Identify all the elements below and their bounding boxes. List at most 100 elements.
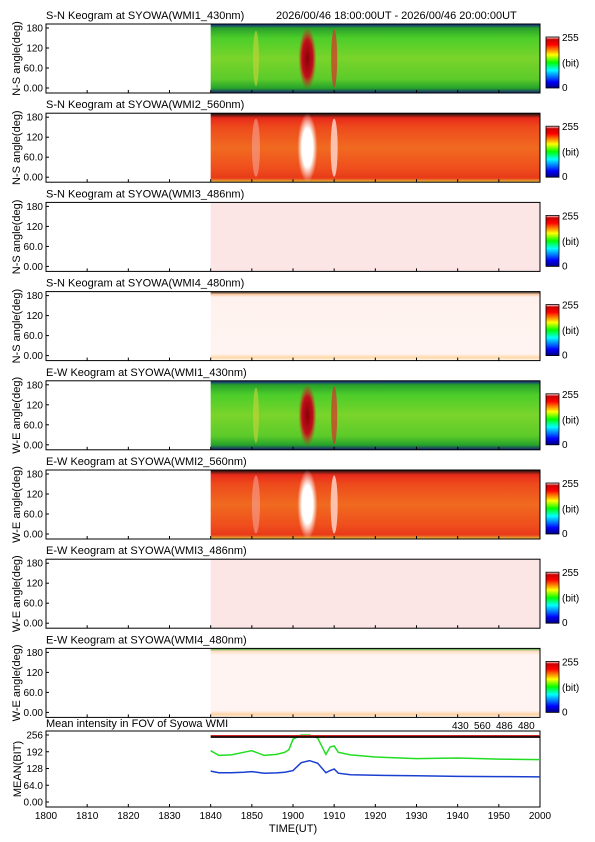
mean-y-tick-label: 192 (26, 747, 43, 758)
mean-x-tick-label: 1810 (76, 811, 99, 822)
aurora-band (252, 30, 259, 87)
y-tick-label: 60.0 (24, 420, 44, 431)
y-tick-label: 60.0 (24, 599, 44, 610)
y-axis-label: N-S angle(deg) (11, 200, 23, 275)
mean-x-tick-label: 1850 (241, 811, 264, 822)
keogram-panel: S-N Keogram at SYOWA(WMI2_560nm)180 120 60… (11, 99, 579, 185)
colorbar-min-label: 0 (562, 83, 568, 94)
y-axis-label: W-E angle(deg) (11, 644, 23, 721)
mean-x-tick-label: 1910 (323, 811, 346, 822)
colorbar (545, 482, 560, 535)
keogram-panel: E-W Keogram at SYOWA(WMI2_560nm)180 120 60… (11, 456, 579, 543)
aurora-band (331, 29, 338, 88)
mean-x-tick-label: 1830 (158, 811, 181, 822)
colorbar-min-label: 0 (562, 351, 568, 362)
keogram-image (210, 113, 540, 183)
keogram-panels: S-N Keogram at SYOWA(WMI1_430nm)18012060… (11, 10, 579, 721)
mean-y-axis-label: MEAN(BIT) (12, 741, 24, 797)
y-tick-label: 0.00 (24, 440, 44, 451)
mean-x-axis: 1800 1810 1820 1830 1840 1850 1900 1910 1920 1930… (35, 804, 552, 822)
colorbar-unit-label: (bit) (562, 326, 579, 337)
legend-entry-486: 486 (496, 721, 513, 732)
aurora-band (298, 27, 317, 90)
panel-title: S-N Keogram at SYOWA(WMI1_430nm) (46, 10, 244, 22)
y-tick-label: 120 (26, 133, 43, 144)
keogram-panel: E-W Keogram at SYOWA(WMI3_486nm)180 120 60… (11, 545, 579, 632)
aurora-band (251, 475, 260, 534)
y-tick-label: 180 (26, 24, 43, 35)
y-tick-label: 0.00 (24, 351, 44, 362)
keogram-panel: S-N Keogram at SYOWA(WMI3_486nm)180 120 60… (11, 188, 579, 274)
colorbar-unit-label: (bit) (562, 59, 579, 70)
aurora-band (297, 470, 318, 539)
time-range-header: 2026/00/46 18:00:00UT - 2026/00/46 20:00… (276, 10, 517, 22)
mean-legend: 430 560 486 480 (452, 721, 535, 732)
colorbar-min-label: 0 (562, 172, 568, 183)
legend-entry-560: 560 (474, 721, 491, 732)
colorbar-unit-label: (bit) (562, 415, 579, 426)
y-tick-label: 60.0 (24, 242, 44, 253)
aurora-band (251, 118, 260, 177)
y-tick-label: 0.00 (24, 173, 44, 184)
y-tick-label: 0.00 (24, 708, 44, 719)
colorbar-max-label: 255 (562, 568, 579, 579)
mean-series-lines (210, 734, 541, 778)
keogram-panel: S-N Keogram at SYOWA(WMI1_430nm)180 120 60… (11, 10, 579, 96)
keogram-panel: S-N Keogram at SYOWA(WMI4_480nm)180 120 60… (11, 278, 579, 364)
panel-title: E-W Keogram at SYOWA(WMI3_486nm) (46, 545, 247, 557)
mean-y-tick-label: 0.00 (24, 798, 44, 809)
colorbar-unit-label: (bit) (562, 505, 579, 516)
y-tick-label: 180 (26, 380, 43, 391)
aurora-band (331, 386, 338, 445)
aurora-band (330, 118, 338, 177)
colorbar-max-label: 255 (562, 390, 579, 401)
colorbar-max-label: 255 (562, 479, 579, 490)
colorbar (545, 661, 560, 713)
y-tick-label: 60.0 (24, 510, 44, 521)
y-tick-label: 0.00 (24, 262, 44, 273)
mean-y-tick-label: 64.0 (24, 781, 44, 792)
keogram-image (210, 470, 540, 539)
y-tick-label: 180 (26, 470, 43, 481)
panel-title: E-W Keogram at SYOWA(WMI4_480nm) (46, 634, 247, 646)
y-tick-label: 60.0 (24, 331, 44, 342)
panel-title: E-W Keogram at SYOWA(WMI1_430nm) (46, 367, 247, 379)
y-axis-label: W-E angle(deg) (11, 466, 23, 543)
y-tick-label: 120 (26, 311, 43, 322)
colorbar (545, 125, 560, 178)
colorbar-min-label: 0 (562, 529, 568, 540)
panel-title: S-N Keogram at SYOWA(WMI2_560nm) (46, 99, 244, 111)
colorbar-max-label: 255 (562, 657, 579, 668)
mean-x-tick-label: 1800 (35, 811, 58, 822)
y-tick-label: 180 (26, 559, 43, 570)
mean-x-tick-label: 1820 (117, 811, 140, 822)
keogram-image (210, 380, 540, 450)
colorbar (545, 214, 560, 267)
keogram-image (210, 291, 540, 361)
mean-y-axis: 256 192 128 64.0 0.00 (24, 731, 49, 809)
y-tick-label: 120 (26, 222, 43, 233)
y-tick-label: 180 (26, 291, 43, 302)
keogram-panel: E-W Keogram at SYOWA(WMI4_480nm)180 120 60… (11, 634, 579, 721)
colorbar-min-label: 0 (562, 618, 568, 629)
y-tick-label: 180 (26, 113, 43, 124)
colorbar (545, 36, 560, 89)
y-tick-label: 180 (26, 648, 43, 659)
mean-x-tick-label: 1950 (488, 811, 511, 822)
colorbar (545, 393, 560, 446)
colorbar-unit-label: (bit) (562, 683, 579, 694)
y-tick-label: 120 (26, 668, 43, 679)
colorbar-min-label: 0 (562, 440, 568, 451)
colorbar (545, 304, 560, 357)
aurora-band (330, 475, 338, 534)
y-axis-label: W-E angle(deg) (11, 377, 23, 454)
mean-x-tick-label: 2000 (529, 811, 552, 822)
mean-plot-frame (45, 730, 541, 808)
aurora-band (298, 384, 317, 447)
colorbar-max-label: 255 (562, 301, 579, 312)
y-tick-label: 60.0 (24, 153, 44, 164)
aurora-band (252, 387, 259, 443)
mean-panel-title: Mean intensity in FOV of Syowa WMI (46, 718, 228, 730)
panel-title: S-N Keogram at SYOWA(WMI3_486nm) (46, 188, 244, 200)
